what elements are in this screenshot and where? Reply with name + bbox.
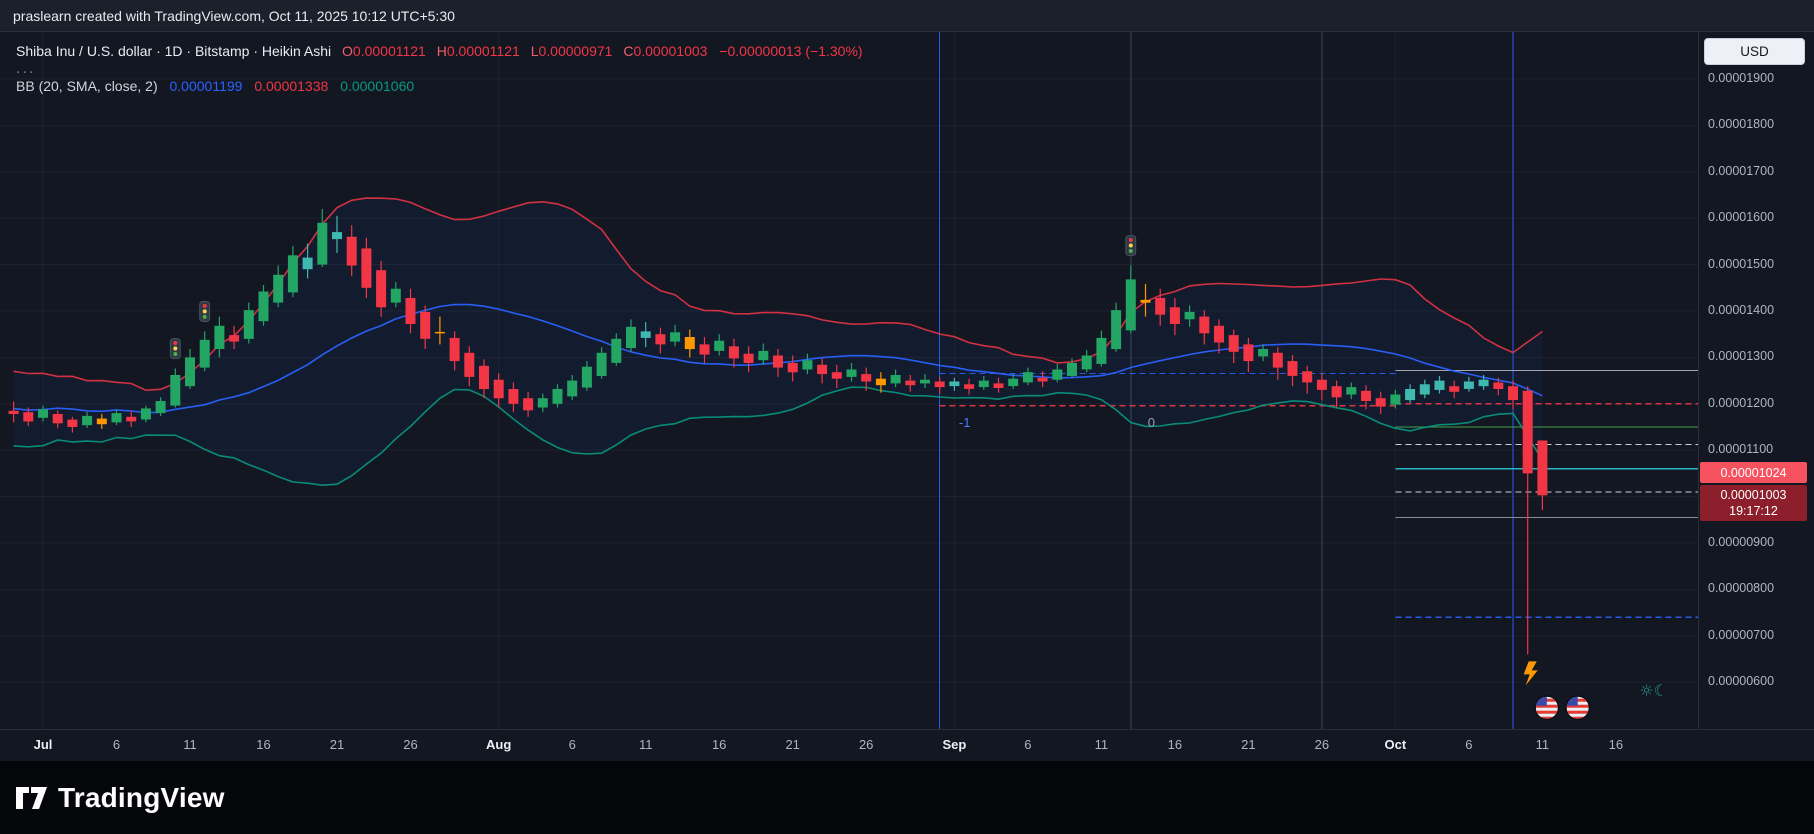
alert-price-value: 0.00001024 xyxy=(1720,465,1787,480)
time-scale-label: 26 xyxy=(403,737,418,752)
bb-lower-value: 0.00001060 xyxy=(340,78,415,94)
time-scale-label: 11 xyxy=(1535,737,1550,752)
attribution-text: praslearn created with TradingView.com, … xyxy=(13,7,455,24)
attribution-bar: praslearn created with TradingView.com, … xyxy=(0,0,1814,32)
bar-countdown: 19:17:12 xyxy=(1729,504,1778,519)
ohlc-open-value: 0.00001121 xyxy=(352,43,426,59)
price-scale-label: 0.00001900 xyxy=(1708,71,1775,85)
time-scale-label: 21 xyxy=(1241,737,1256,752)
legend-row-bb: BB (20, SMA, close, 2) 0.00001199 0.0000… xyxy=(16,76,863,97)
time-scale-label: 16 xyxy=(1608,737,1624,752)
footer-bar: TradingView xyxy=(0,761,1814,834)
chart-legend: Shiba Inu / U.S. dollar · 1D · Bitstamp … xyxy=(16,41,863,97)
price-scale-label: 0.00000900 xyxy=(1708,535,1775,549)
time-scale-label: 11 xyxy=(183,737,197,752)
bb-fill xyxy=(13,198,1543,486)
change-value: −0.00000013 (−1.30%) xyxy=(719,43,863,59)
ohlc-close-key: C xyxy=(623,43,634,59)
time-scale-label: 11 xyxy=(1094,737,1109,752)
time-scale-label: 6 xyxy=(1024,737,1032,752)
time-scale-month-label: Oct xyxy=(1384,737,1407,752)
traffic-light-marker[interactable] xyxy=(199,301,211,322)
drawing-label: -1 xyxy=(959,415,971,430)
currency-toggle-button[interactable]: USD xyxy=(1704,38,1805,65)
time-scale-label: 16 xyxy=(711,737,727,752)
horizontal-lines-layer xyxy=(939,369,1698,618)
time-scale[interactable]: Jul 6 11 16 21 26 Aug 6 11 16 21 26 Sep 6 11 16 21 26 Oct 6… xyxy=(0,729,1814,761)
price-scale[interactable]: USD 0.00001024 0.00001003 19:17:12 0.000… xyxy=(1698,32,1814,729)
time-scale-month-label: Jul xyxy=(33,737,53,752)
price-scale-label: 0.00001100 xyxy=(1708,442,1774,457)
lightning-icon[interactable] xyxy=(1523,661,1538,686)
ohlc-close-value: 0.00001003 xyxy=(633,43,708,59)
chart-plot[interactable]: -1 0 ☼☾ Shiba Inu / U.S. dollar · 1D · Bit… xyxy=(0,32,1698,729)
time-scale-label: 6 xyxy=(1465,737,1473,752)
time-scale-label: 6 xyxy=(568,737,576,752)
sun-moon-icon[interactable]: ☼☾ xyxy=(1639,681,1668,700)
legend-row-symbol: Shiba Inu / U.S. dollar · 1D · Bitstamp … xyxy=(16,41,863,62)
time-scale-label: 16 xyxy=(1167,737,1183,752)
last-price-value: 0.00001003 xyxy=(1720,488,1787,503)
flag-icon[interactable] xyxy=(1534,695,1560,721)
time-scale-month-label: Aug xyxy=(486,737,512,752)
chart-area: -1 0 ☼☾ Shiba Inu / U.S. dollar · 1D · Bit… xyxy=(0,32,1814,729)
price-scale-label: 0.00001200 xyxy=(1708,395,1775,410)
time-scale-label: 11 xyxy=(638,737,653,752)
ohlc-high-value: 0.00001121 xyxy=(446,43,520,59)
traffic-light-marker[interactable] xyxy=(169,338,181,359)
ohlc-high-key: H xyxy=(436,43,447,59)
price-scale-label: 0.00001800 xyxy=(1708,117,1775,132)
tradingview-wordmark[interactable]: TradingView xyxy=(58,781,225,813)
alert-price-label: 0.00001024 xyxy=(1700,462,1807,484)
price-scale-label: 0.00001600 xyxy=(1708,210,1775,225)
bb-basis-value: 0.00001199 xyxy=(169,78,243,94)
time-scale-label: 26 xyxy=(858,737,874,752)
price-scale-label: 0.00001500 xyxy=(1708,256,1775,271)
price-scale-label: 0.00001300 xyxy=(1708,349,1775,364)
tradingview-logo-icon[interactable] xyxy=(16,786,48,809)
bb-indicator-label[interactable]: BB (20, SMA, close, 2) xyxy=(16,78,158,94)
time-scale-label: 21 xyxy=(329,737,345,752)
time-scale-month-label: Sep xyxy=(942,737,967,752)
time-scale-label: 6 xyxy=(112,737,121,752)
candlestick-series xyxy=(8,208,1548,655)
symbol-title[interactable]: Shiba Inu / U.S. dollar · 1D · Bitstamp … xyxy=(16,43,332,59)
time-scale-label: 21 xyxy=(785,737,800,752)
bb-upper-value: 0.00001338 xyxy=(254,78,329,94)
price-scale-label: 0.00000700 xyxy=(1708,627,1775,642)
price-scale-label: 0.00000600 xyxy=(1708,674,1775,689)
legend-more-button[interactable]: ... xyxy=(16,60,36,77)
ohlc-open-key: O xyxy=(342,43,353,59)
flag-icon[interactable] xyxy=(1565,695,1591,721)
grid-layer xyxy=(0,32,1698,729)
ohlc-low-key: L xyxy=(530,43,539,59)
drawing-label: 0 xyxy=(1148,415,1155,430)
price-scale-label: 0.00001700 xyxy=(1708,163,1775,178)
price-scale-label: 0.00000800 xyxy=(1708,581,1775,596)
traffic-light-marker[interactable] xyxy=(1125,235,1137,256)
time-scale-label: 26 xyxy=(1314,737,1330,752)
time-scale-label: 16 xyxy=(256,737,271,752)
last-price-label: 0.00001003 19:17:12 xyxy=(1700,485,1807,522)
ohlc-low-value: 0.00000971 xyxy=(538,43,613,59)
plot-canvas[interactable]: -1 0 ☼☾ xyxy=(0,32,1698,729)
price-scale-label: 0.00001400 xyxy=(1708,303,1775,317)
